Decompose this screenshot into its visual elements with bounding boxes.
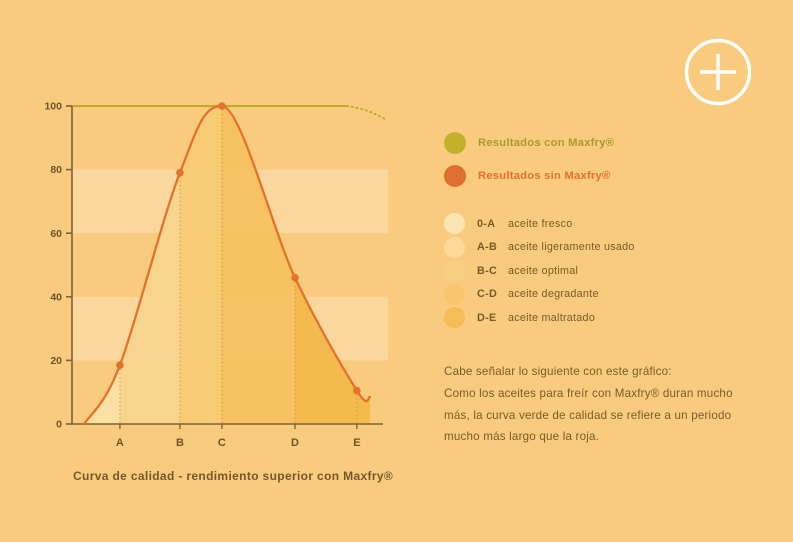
data-point-C [218, 102, 226, 110]
scale-item: C-D aceite degradante [444, 283, 635, 305]
area-segment [179, 106, 222, 424]
y-tick-label: 0 [56, 419, 62, 431]
oil-quality-scale: 0-A aceite fresco A-B aceite ligeramente us… [444, 213, 635, 328]
y-tick-label: 20 [50, 355, 62, 367]
scale-item: D-E aceite maltratado [444, 307, 635, 328]
y-tick-label: 80 [50, 164, 62, 176]
scale-label: aceite degradante [508, 288, 599, 300]
scale-label: aceite ligeramente usado [508, 241, 635, 253]
x-tick-label: C [218, 437, 226, 449]
scale-range: D-E [477, 311, 497, 324]
plus-icon [684, 38, 752, 106]
area-segment [221, 106, 295, 424]
scale-item: 0-A aceite fresco [444, 213, 635, 234]
data-point-E [353, 386, 361, 395]
scale-range: A-B [477, 241, 498, 253]
legend-series-label: Resultados con Maxfry® [478, 137, 615, 149]
zoom-in-button[interactable] [683, 37, 753, 107]
scale-dot-icon [444, 307, 465, 328]
data-point-D [291, 273, 299, 282]
x-tick-label: B [176, 437, 184, 449]
data-point-A [116, 361, 124, 369]
legend-series: Resultados con Maxfry® Resultados sin Max… [444, 132, 635, 187]
legend-series-item: Resultados con Maxfry® [444, 132, 635, 154]
legend-dot-icon [444, 132, 466, 154]
scale-dot-icon [444, 260, 465, 281]
area-segment [119, 172, 180, 424]
area-segment [294, 277, 357, 424]
legend-series-label: Resultados sin Maxfry® [478, 170, 611, 182]
y-tick-label: 60 [50, 228, 62, 240]
scale-range: 0-A [477, 217, 496, 230]
area-segment [84, 365, 120, 424]
scale-range: C-D [477, 288, 498, 300]
scale-dot-icon [444, 283, 465, 305]
scale-dot-icon [444, 213, 465, 234]
area-segment [356, 390, 370, 424]
x-tick-label: D [291, 437, 299, 449]
scale-item: A-B aceite ligeramente usado [444, 236, 635, 258]
scale-dot-icon [444, 236, 465, 258]
scale-label: aceite optimal [508, 264, 579, 277]
con-maxfry-line-dotted-tail [345, 105, 389, 122]
legend: Resultados con Maxfry® Resultados sin Max… [444, 132, 635, 331]
scale-range: B-C [477, 264, 498, 277]
x-tick-label: E [353, 437, 360, 449]
data-point-B [176, 168, 184, 177]
legend-series-item: Resultados sin Maxfry® [444, 165, 635, 187]
y-tick-label: 100 [44, 101, 62, 113]
scale-label: aceite fresco [508, 217, 573, 230]
scale-item: B-C aceite optimal [444, 260, 635, 281]
legend-dot-icon [444, 165, 466, 187]
note-text: Cabe señalar lo siguiente con este gráfi… [444, 365, 733, 444]
x-tick-label: A [116, 437, 124, 449]
scale-label: aceite maltratado [508, 311, 596, 324]
y-tick-label: 40 [50, 291, 62, 303]
chart-caption: Curva de calidad - rendimiento superior … [73, 469, 394, 483]
